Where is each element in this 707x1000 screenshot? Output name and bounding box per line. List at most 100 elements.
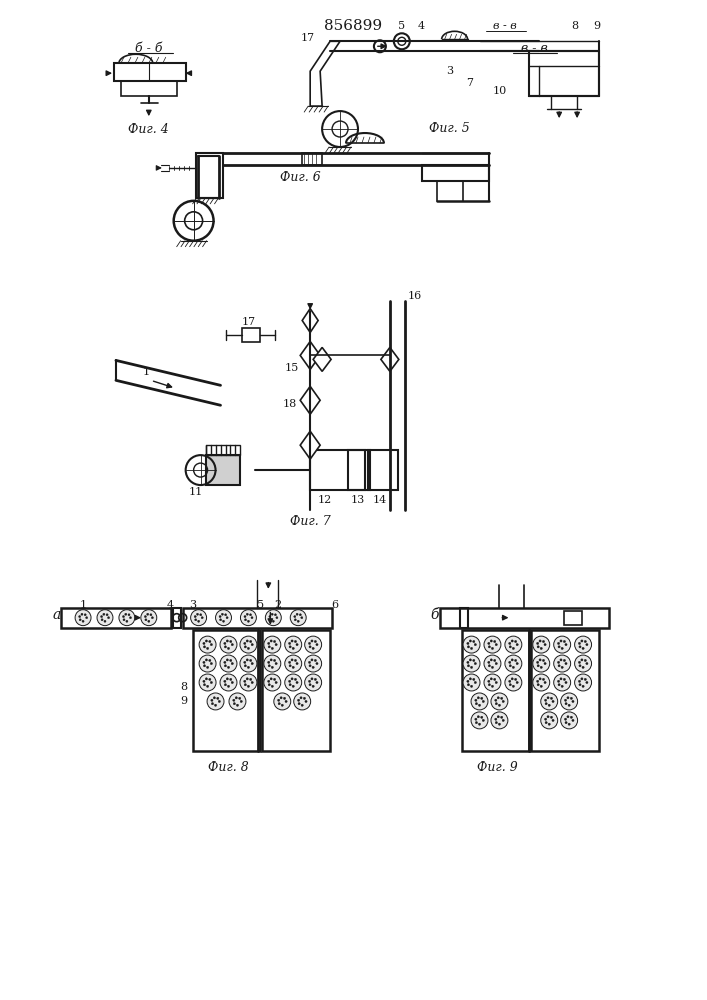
Text: б: б bbox=[431, 608, 439, 622]
Circle shape bbox=[578, 661, 580, 663]
Circle shape bbox=[477, 716, 479, 718]
Circle shape bbox=[210, 681, 213, 684]
Circle shape bbox=[86, 617, 88, 619]
Text: 1: 1 bbox=[142, 367, 149, 377]
Circle shape bbox=[82, 620, 84, 622]
Circle shape bbox=[226, 617, 228, 619]
Circle shape bbox=[303, 697, 305, 699]
Circle shape bbox=[285, 674, 302, 691]
Circle shape bbox=[541, 712, 558, 729]
Circle shape bbox=[284, 697, 286, 699]
Circle shape bbox=[101, 619, 103, 621]
Circle shape bbox=[270, 678, 272, 680]
Circle shape bbox=[516, 681, 518, 684]
Polygon shape bbox=[300, 431, 320, 459]
Circle shape bbox=[495, 681, 497, 684]
Circle shape bbox=[271, 613, 273, 615]
Circle shape bbox=[474, 681, 477, 684]
Bar bbox=[531, 630, 599, 751]
Circle shape bbox=[300, 697, 302, 699]
Circle shape bbox=[251, 643, 253, 646]
Circle shape bbox=[554, 655, 571, 672]
Text: Фиг. 5: Фиг. 5 bbox=[429, 122, 470, 135]
Text: 2: 2 bbox=[275, 600, 282, 610]
Circle shape bbox=[475, 718, 477, 720]
Circle shape bbox=[244, 661, 246, 663]
Circle shape bbox=[250, 640, 252, 643]
Circle shape bbox=[79, 619, 81, 621]
Circle shape bbox=[533, 674, 550, 691]
Circle shape bbox=[300, 617, 303, 619]
Circle shape bbox=[568, 704, 571, 706]
Circle shape bbox=[231, 643, 233, 646]
Circle shape bbox=[572, 700, 574, 703]
Circle shape bbox=[493, 659, 496, 662]
Circle shape bbox=[264, 636, 281, 653]
Circle shape bbox=[123, 619, 125, 621]
Circle shape bbox=[586, 643, 588, 646]
Circle shape bbox=[126, 620, 128, 622]
Circle shape bbox=[308, 661, 310, 663]
Circle shape bbox=[206, 647, 209, 650]
Circle shape bbox=[470, 685, 473, 687]
Circle shape bbox=[81, 613, 83, 615]
Circle shape bbox=[516, 643, 518, 646]
Circle shape bbox=[124, 613, 127, 615]
Circle shape bbox=[479, 704, 481, 706]
Circle shape bbox=[586, 662, 588, 665]
Circle shape bbox=[298, 699, 300, 701]
Circle shape bbox=[567, 697, 569, 699]
Text: 14: 14 bbox=[373, 495, 387, 505]
Circle shape bbox=[495, 699, 497, 701]
Circle shape bbox=[250, 614, 252, 616]
Circle shape bbox=[565, 703, 567, 705]
Circle shape bbox=[502, 719, 504, 721]
Circle shape bbox=[246, 678, 248, 680]
Circle shape bbox=[199, 614, 201, 616]
Circle shape bbox=[224, 642, 226, 645]
Circle shape bbox=[552, 700, 554, 703]
Circle shape bbox=[482, 700, 484, 703]
Text: б - б: б - б bbox=[135, 42, 163, 55]
Circle shape bbox=[264, 655, 281, 672]
Circle shape bbox=[220, 636, 237, 653]
Circle shape bbox=[211, 703, 214, 705]
Circle shape bbox=[274, 659, 276, 662]
Circle shape bbox=[296, 613, 298, 615]
Circle shape bbox=[267, 642, 270, 645]
Circle shape bbox=[515, 678, 517, 681]
Circle shape bbox=[267, 661, 270, 663]
Bar bbox=[422, 165, 489, 181]
Circle shape bbox=[75, 610, 91, 626]
Circle shape bbox=[240, 700, 243, 703]
Circle shape bbox=[240, 610, 257, 626]
Circle shape bbox=[501, 697, 503, 699]
Circle shape bbox=[537, 661, 539, 663]
Text: а: а bbox=[52, 608, 60, 622]
Text: 11: 11 bbox=[189, 487, 203, 497]
Circle shape bbox=[481, 697, 483, 699]
Circle shape bbox=[294, 616, 296, 618]
Circle shape bbox=[150, 614, 152, 616]
Circle shape bbox=[537, 642, 539, 645]
Circle shape bbox=[281, 704, 284, 706]
Circle shape bbox=[537, 680, 539, 682]
Circle shape bbox=[305, 674, 322, 691]
Circle shape bbox=[285, 655, 302, 672]
Circle shape bbox=[214, 697, 216, 699]
Circle shape bbox=[316, 643, 318, 646]
Circle shape bbox=[270, 659, 272, 661]
Circle shape bbox=[269, 619, 271, 621]
Circle shape bbox=[244, 680, 246, 682]
Polygon shape bbox=[302, 309, 318, 332]
Polygon shape bbox=[196, 153, 223, 198]
Circle shape bbox=[220, 674, 237, 691]
Circle shape bbox=[467, 684, 469, 686]
Circle shape bbox=[557, 642, 560, 645]
Circle shape bbox=[274, 640, 276, 643]
Circle shape bbox=[220, 619, 222, 621]
Bar bbox=[182, 608, 332, 628]
Bar bbox=[206, 445, 240, 455]
Circle shape bbox=[84, 614, 86, 616]
Circle shape bbox=[280, 697, 282, 699]
